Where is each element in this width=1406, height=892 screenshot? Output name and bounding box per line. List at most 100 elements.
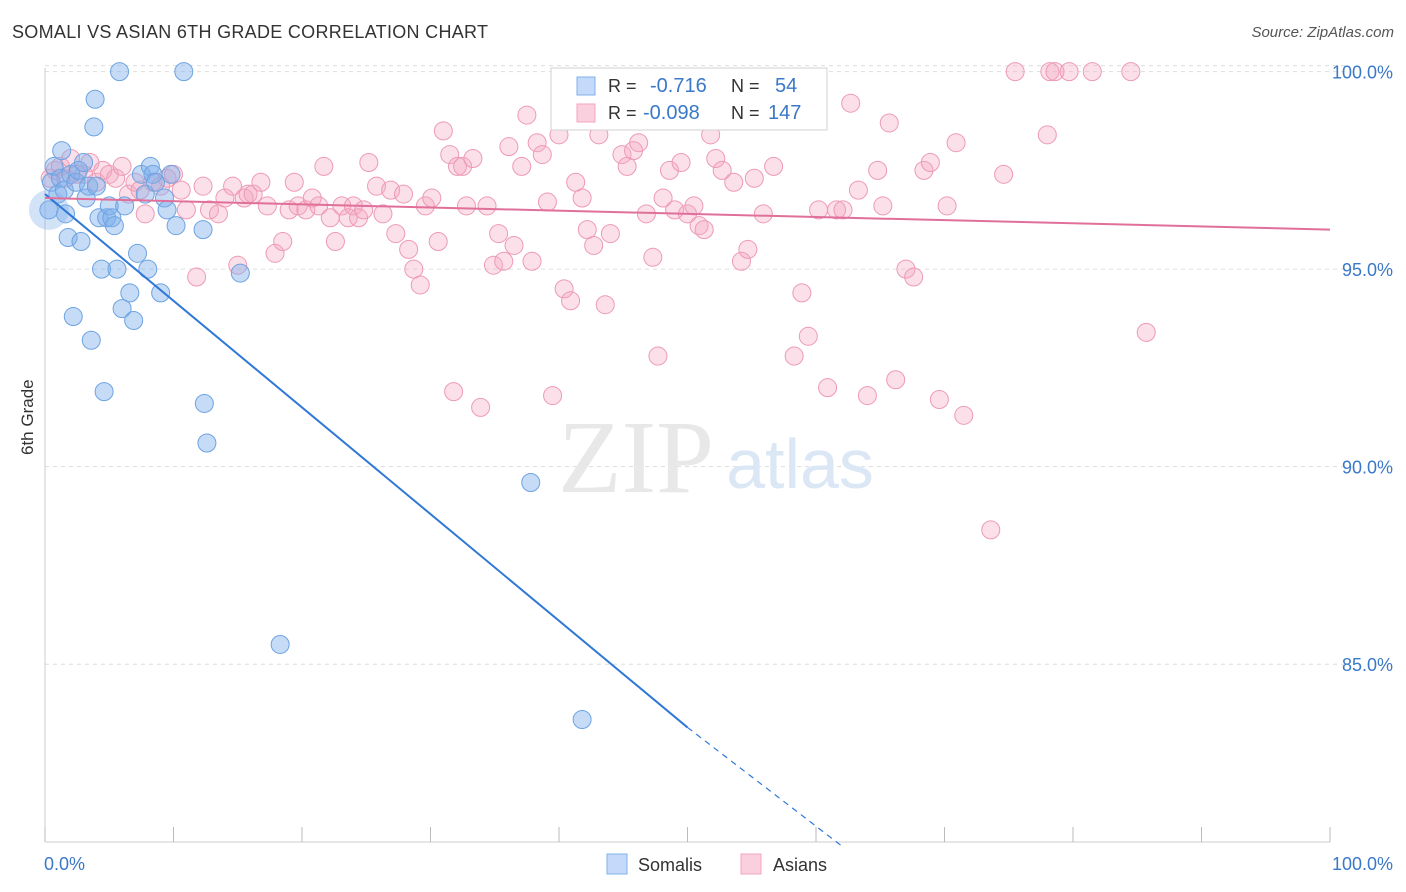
asian-point — [981, 520, 1001, 540]
asian-point — [904, 267, 924, 287]
asian-point — [738, 239, 758, 259]
asian-point — [648, 346, 668, 366]
somali-point — [44, 156, 64, 176]
asian-point — [1059, 62, 1079, 82]
asian-point — [731, 251, 751, 271]
bottom-legend-swatch-somalis — [606, 853, 628, 875]
asian-point — [561, 291, 581, 311]
somali-point — [63, 307, 83, 327]
asian-point — [251, 172, 271, 192]
asian-point — [273, 231, 293, 251]
asian-point — [338, 208, 358, 228]
asian-point — [833, 200, 853, 220]
asian-point — [753, 204, 773, 224]
asian-point — [522, 251, 542, 271]
asian-point — [914, 160, 934, 180]
asian-point — [572, 188, 592, 208]
somali-point — [110, 62, 130, 82]
watermark-zip: ZIP — [558, 400, 714, 515]
y-tick-label: 95.0% — [1342, 260, 1393, 280]
asian-point — [724, 172, 744, 192]
somali-point — [161, 164, 181, 184]
trend-lines — [44, 193, 1331, 847]
asian-point — [463, 149, 483, 169]
asian-point — [444, 382, 464, 402]
asian-point — [428, 231, 448, 251]
somali-point — [270, 634, 290, 654]
somali-point — [112, 299, 132, 319]
asian-point — [257, 196, 277, 216]
asian-point — [629, 133, 649, 153]
somali-point — [85, 89, 105, 109]
somali-point — [104, 216, 124, 236]
grid-lines — [45, 65, 1345, 665]
asian-point — [119, 184, 139, 204]
watermark: ZIP atlas — [558, 400, 874, 515]
somali-point — [94, 382, 114, 402]
asian-point — [106, 168, 126, 188]
asian-point — [112, 156, 132, 176]
somali-point — [120, 283, 140, 303]
y-tick-label: 85.0% — [1342, 655, 1393, 675]
asian-point — [798, 326, 818, 346]
somali-point — [521, 472, 541, 492]
legend-r-label-somalis: R = — [608, 76, 637, 96]
x-tick-label-min: 0.0% — [44, 854, 85, 874]
asian-point — [612, 145, 632, 165]
somali-point — [66, 172, 86, 192]
legend-swatch-asians — [576, 103, 596, 123]
somali-point — [166, 216, 186, 236]
legend-box: R = -0.716 N = 54 R = -0.098 N = 147 — [550, 67, 828, 131]
somali-point — [157, 200, 177, 220]
asian-point — [512, 156, 532, 176]
somali-point — [193, 220, 213, 240]
asian-point — [422, 188, 442, 208]
asian-point — [886, 370, 906, 390]
asians-trend-line — [44, 197, 1331, 231]
asian-point — [527, 133, 547, 153]
asian-point — [404, 259, 424, 279]
somali-point — [128, 243, 148, 263]
asian-point — [617, 156, 637, 176]
asian-point — [367, 176, 387, 196]
somali-point — [146, 172, 166, 192]
asian-point — [433, 121, 453, 141]
asian-point — [471, 397, 491, 417]
somali-point — [86, 176, 106, 196]
somali-point — [151, 283, 171, 303]
somalis-trend-line — [44, 193, 689, 729]
asian-point — [712, 160, 732, 180]
somali-point — [572, 710, 592, 730]
asian-point — [643, 247, 663, 267]
legend-n-value-somalis: 54 — [775, 75, 797, 97]
source-note: Source: ZipAtlas.com — [1251, 24, 1394, 41]
bottom-legend-swatch-asians — [740, 853, 762, 875]
y-tick-label: 90.0% — [1342, 458, 1393, 478]
asian-point — [994, 164, 1014, 184]
asian-point — [584, 235, 604, 255]
somali-point — [92, 259, 112, 279]
asian-point — [223, 176, 243, 196]
asian-point — [447, 156, 467, 176]
asian-point — [325, 231, 345, 251]
asian-point — [208, 204, 228, 224]
asian-point — [684, 196, 704, 216]
somali-point — [71, 231, 91, 251]
asian-point — [879, 113, 899, 133]
asian-point — [1037, 125, 1057, 145]
asian-point — [1040, 62, 1060, 82]
y-tick-label: 100.0% — [1332, 63, 1393, 83]
somali-point — [124, 311, 144, 331]
axes: 85.0% 90.0% 95.0% 100.0% — [44, 63, 1393, 843]
asian-point — [744, 168, 764, 188]
asian-point — [314, 156, 334, 176]
asian-point — [193, 176, 213, 196]
asian-point — [265, 243, 285, 263]
chart-title: SOMALI VS ASIAN 6TH GRADE CORRELATION CH… — [12, 22, 489, 42]
somali-point — [74, 152, 94, 172]
asian-point — [354, 200, 374, 220]
somali-point — [81, 330, 101, 350]
legend-n-label-somalis: N = — [731, 76, 760, 96]
asian-point — [706, 149, 726, 169]
asian-point — [453, 156, 473, 176]
